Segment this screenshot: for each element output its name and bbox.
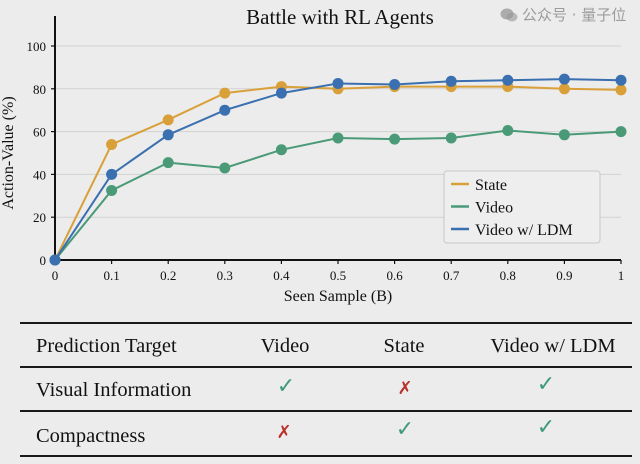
data-point-video-w-ldm [106, 168, 118, 180]
data-point-video [558, 129, 570, 141]
table-header-video-ldm: Video w/ LDM [490, 335, 616, 357]
data-point-video [332, 132, 344, 144]
table-row-label: Visual Information [36, 379, 192, 401]
data-point-state [615, 84, 627, 96]
legend-box [443, 170, 601, 244]
y-axis-label: Action-Value (%) [0, 96, 17, 209]
data-point-video [615, 126, 627, 138]
data-point-video-w-ldm [219, 104, 231, 116]
table-row-label: Compactness [36, 425, 146, 447]
data-point-video [389, 133, 401, 145]
table-top-rule [20, 322, 632, 324]
cross-icon: ✗ [397, 378, 413, 399]
data-point-video [502, 125, 514, 137]
data-point-video-w-ldm [615, 74, 627, 86]
data-point-state [558, 83, 570, 95]
x-tick-label: 0.4 [273, 268, 290, 283]
data-point-video-w-ldm [332, 77, 344, 89]
chart-title: Battle with RL Agents [246, 5, 434, 29]
data-point-video-w-ldm [49, 254, 61, 266]
x-tick-label: 0.7 [443, 268, 460, 283]
table-header-target: Prediction Target [36, 335, 177, 357]
legend-label: Video [475, 200, 513, 217]
check-icon: ✓ [536, 415, 556, 440]
data-point-video [162, 157, 174, 169]
data-point-state [162, 114, 174, 126]
x-tick-label: 0.8 [500, 268, 516, 283]
table-row-rule [20, 410, 632, 412]
x-axis-label: Seen Sample (B) [284, 288, 392, 305]
legend-label: Video w/ LDM [475, 222, 573, 239]
check-icon: ✓ [395, 417, 415, 442]
y-tick-label: 60 [33, 125, 46, 140]
legend-label: State [475, 177, 507, 194]
y-tick-label: 20 [33, 210, 46, 225]
table-header-rule [20, 366, 632, 368]
x-tick-label: 0.6 [386, 268, 403, 283]
y-tick-label: 80 [33, 82, 46, 97]
x-tick-label: 0.2 [160, 268, 176, 283]
table-header-video: Video [260, 335, 310, 357]
y-tick-label: 100 [27, 39, 47, 54]
data-point-video [445, 132, 457, 144]
data-point-video-w-ldm [558, 73, 570, 85]
x-tick-label: 0 [52, 268, 59, 283]
table-bottom-rule [20, 455, 632, 457]
y-tick-label: 40 [33, 167, 46, 182]
x-tick-label: 0.1 [103, 268, 119, 283]
data-point-video-w-ldm [445, 75, 457, 87]
line-chart: Battle with RL Agents 0 20 40 60 80 100 0 0.1 0.2… [0, 5, 627, 305]
wechat-icon [500, 8, 518, 21]
data-point-video-w-ldm [275, 87, 287, 99]
data-point-video-w-ldm [162, 129, 174, 141]
data-point-video-w-ldm [389, 79, 401, 91]
cross-icon: ✗ [276, 422, 292, 443]
x-tick-label: 0.5 [330, 268, 346, 283]
data-point-state [106, 138, 118, 150]
y-tick-label: 0 [40, 253, 47, 268]
table-header-state: State [383, 335, 425, 357]
data-point-video [106, 184, 118, 196]
data-point-video [275, 144, 287, 156]
watermark: 公众号 · 量子位 [500, 4, 626, 25]
x-tick-label: 0.3 [217, 268, 233, 283]
watermark-text: 公众号 · 量子位 [522, 6, 627, 24]
data-point-state [219, 87, 231, 99]
check-icon: ✓ [536, 372, 556, 397]
check-icon: ✓ [276, 374, 296, 399]
x-tick-label: 1 [618, 268, 625, 283]
x-tick-label: 0.9 [556, 268, 572, 283]
data-point-video [219, 162, 231, 174]
data-point-video-w-ldm [502, 74, 514, 86]
